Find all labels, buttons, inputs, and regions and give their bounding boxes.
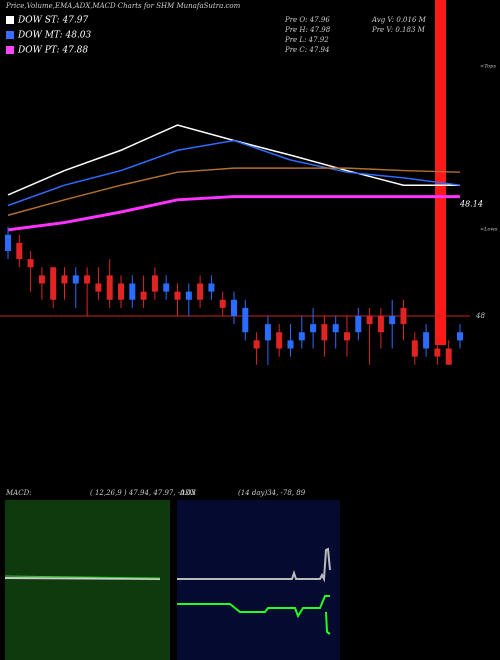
candle-body — [287, 340, 294, 349]
adx-line — [177, 547, 331, 583]
legend-label: DOW MT: 48.03 — [17, 31, 92, 41]
info: Pre O: 47.96 — [284, 16, 330, 24]
chart-title: Price,Volume,EMA,ADX,MACD Charts for SHM… — [5, 2, 241, 10]
ema-line — [7, 167, 461, 216]
candle-body — [276, 332, 283, 349]
info: Pre V: 0.183 M — [371, 26, 426, 34]
candle-body — [106, 275, 113, 300]
di-line — [177, 595, 331, 635]
candle-body — [264, 324, 271, 341]
macd-panel — [5, 500, 170, 660]
ema-line — [7, 195, 460, 232]
candle-body — [174, 291, 181, 300]
candle-body — [298, 332, 305, 341]
info: Pre C: 47.94 — [284, 46, 329, 54]
candle-body — [95, 283, 102, 292]
tops-label: <Tops — [480, 64, 496, 70]
candle-body — [366, 316, 373, 325]
macd-params: ( 12,26,9 ) 47.94, 47.97, -0.03 — [90, 489, 196, 497]
candle-body — [38, 275, 45, 284]
candle-body — [434, 348, 441, 357]
candle-body — [423, 332, 430, 349]
candle-body — [242, 307, 249, 333]
candle-body — [219, 299, 226, 308]
candle-body — [163, 283, 170, 292]
candle-body — [310, 324, 317, 333]
lows-label: <Lows — [480, 227, 498, 233]
legend-swatch — [6, 16, 14, 24]
candle-body — [389, 316, 396, 325]
candle-body — [197, 283, 204, 300]
info: Avg V: 0.016 M — [371, 16, 427, 24]
legend-swatch — [6, 46, 14, 54]
candle-body — [400, 307, 407, 325]
signal-bar — [435, 0, 446, 345]
legend-label: DOW ST: 47.97 — [17, 16, 88, 26]
info: Pre H: 47.98 — [284, 26, 331, 34]
macd-line — [4, 577, 161, 580]
adx-title: ADX — [179, 489, 197, 497]
candle-body — [377, 316, 384, 333]
candle-body — [5, 234, 11, 251]
candle-body — [321, 324, 328, 341]
candle-body — [411, 340, 418, 357]
candle-body — [151, 275, 158, 292]
macd-signal — [4, 575, 161, 579]
candle-body — [355, 316, 362, 333]
candle-body — [118, 283, 124, 300]
candle-body — [129, 283, 136, 300]
candle-body — [332, 324, 339, 333]
legend-label: DOW PT: 47.88 — [17, 46, 88, 56]
ema-line — [7, 124, 460, 196]
ema-line — [7, 139, 461, 207]
adx-params: (14 day)34, -78, 89 — [238, 489, 306, 497]
candle-body — [344, 332, 350, 341]
level-label: 48 — [475, 312, 485, 320]
candle-body — [445, 348, 452, 365]
candle-body — [208, 283, 215, 292]
candle-body — [61, 275, 68, 284]
candle-body — [231, 299, 237, 316]
candle-body — [457, 332, 463, 341]
candle-body — [84, 275, 91, 284]
macd-title: MACD: — [5, 489, 32, 497]
legend-swatch — [6, 31, 14, 39]
candle-body — [72, 275, 79, 284]
last-price: 48.14 — [459, 199, 483, 208]
candle-body — [253, 340, 260, 349]
info: Pre L: 47.92 — [284, 36, 329, 44]
candle-body — [50, 267, 57, 300]
candle-body — [27, 259, 34, 268]
candle-body — [16, 242, 23, 260]
candle-body — [185, 291, 192, 300]
candle-body — [140, 291, 147, 300]
